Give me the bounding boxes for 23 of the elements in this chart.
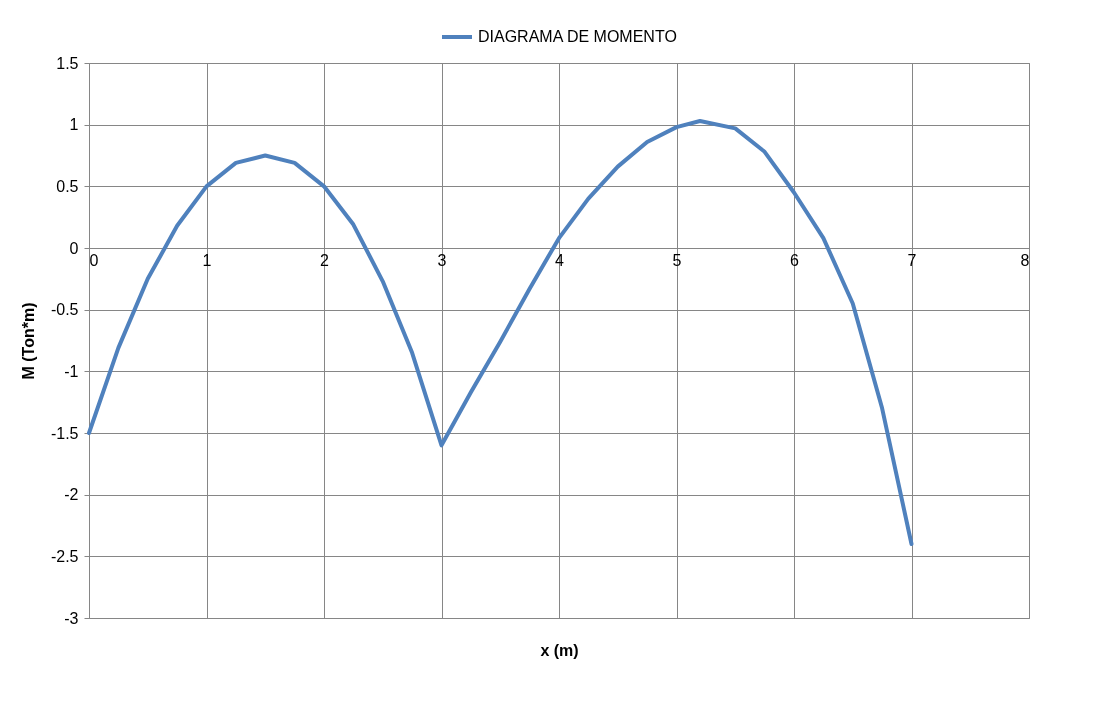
line-series [87, 118, 914, 546]
y-tick-label: -2.5 [50, 547, 79, 565]
y-axis-title: M (Ton*m) [19, 302, 37, 380]
y-tick-label: 1 [69, 116, 79, 134]
x-tick-label: 6 [790, 251, 800, 269]
y-tick-label: -1.5 [50, 424, 79, 442]
x-tick-label: 8 [1020, 251, 1030, 269]
x-tick-label: 7 [907, 251, 917, 269]
y-tick-label: 0 [69, 239, 79, 257]
y-tick-label: -3 [64, 609, 79, 627]
x-tick-label: 3 [437, 251, 447, 269]
x-tick-label: 1 [202, 251, 212, 269]
y-tick-label: 1.5 [56, 54, 79, 72]
legend-label: DIAGRAMA DE MOMENTO [478, 28, 677, 45]
y-tick-label: -0.5 [50, 301, 79, 319]
y-tick-label: 0.5 [56, 177, 79, 195]
x-axis-title: x (m) [540, 641, 579, 659]
y-tick-label: -1 [64, 362, 79, 380]
y-tick-label: -2 [64, 486, 79, 504]
x-tick-label: 2 [320, 251, 330, 269]
x-tick-label: 4 [555, 251, 565, 269]
x-tick-label: 0 [89, 251, 99, 269]
x-tick-label: 5 [672, 251, 682, 269]
